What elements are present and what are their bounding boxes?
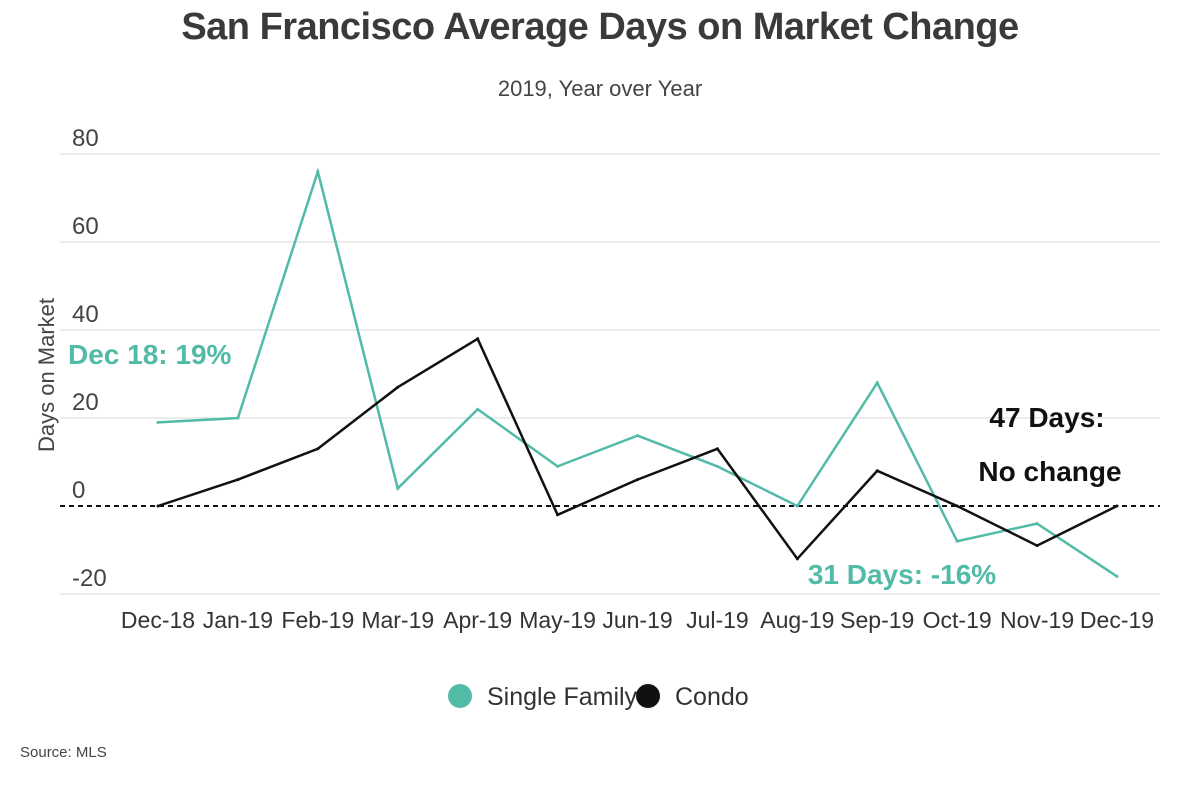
x-tick-label: Dec-18: [121, 607, 195, 633]
data-point-single-family: [955, 539, 959, 543]
x-tick-label: Nov-19: [1000, 607, 1074, 633]
y-tick-label: 40: [72, 301, 99, 328]
data-point-single-family: [1115, 574, 1119, 578]
x-tick-label: Jan-19: [203, 607, 273, 633]
y-tick-label: 60: [72, 213, 99, 240]
data-point-single-family: [236, 416, 240, 420]
annotation-label: No change: [978, 456, 1121, 487]
legend: Single Family Condo: [448, 683, 749, 711]
annotations: Dec 18: 19% 31 Days: -16% 47 Days: No chang…: [68, 339, 1122, 590]
chart-title: San Francisco Average Days on Market Cha…: [181, 6, 1019, 48]
data-point-single-family: [715, 464, 719, 468]
annotation-label: Dec 18: 19%: [68, 339, 232, 370]
x-axis-ticks: Dec-18 Jan-19 Feb-19 Mar-19 Apr-19 May-19 Jun-…: [121, 607, 1154, 633]
legend-marker: [448, 684, 472, 708]
chart-subtitle: 2019, Year over Year: [497, 76, 703, 101]
grid-lines: [60, 153, 1160, 595]
x-tick-label: Apr-19: [443, 607, 512, 633]
x-tick-label: Mar-19: [361, 607, 434, 633]
data-point-single-family: [476, 407, 480, 411]
y-tick-label: 0: [72, 477, 85, 504]
x-tick-label: Feb-19: [281, 607, 354, 633]
x-tick-label: Sep-19: [840, 607, 914, 633]
annotation-label: 47 Days:: [989, 402, 1104, 433]
y-tick-label: -20: [72, 565, 107, 592]
data-point-single-family: [636, 434, 639, 438]
data-point-condo: [316, 447, 320, 451]
data-point-condo: [1115, 504, 1119, 508]
legend-label: Single Family: [487, 683, 638, 711]
series-lines: [156, 167, 1119, 578]
x-tick-label: May-19: [519, 607, 596, 633]
data-point-condo: [476, 337, 480, 341]
data-point-single-family: [156, 420, 160, 424]
legend-marker: [636, 684, 660, 708]
data-point-single-family: [1035, 522, 1039, 526]
legend-label: Condo: [675, 683, 749, 711]
data-point-single-family: [795, 504, 799, 508]
series-line-single-family: [157, 167, 1118, 578]
data-point-condo: [156, 504, 160, 508]
data-point-single-family: [396, 486, 400, 490]
x-tick-label: Aug-19: [760, 607, 834, 633]
y-axis-ticks: 80 60 40 20 0 -20: [72, 125, 107, 592]
y-tick-label: 80: [72, 125, 99, 152]
data-point-condo: [236, 478, 240, 482]
data-point-condo: [396, 385, 400, 389]
y-tick-label: 20: [72, 389, 99, 416]
data-point-condo: [795, 557, 799, 561]
data-point-condo: [556, 513, 560, 517]
y-axis-label: Days on Market: [34, 298, 59, 452]
data-point-condo: [636, 478, 639, 482]
data-point-single-family: [556, 464, 560, 468]
x-tick-label: Oct-19: [923, 607, 992, 633]
data-point-single-family: [316, 170, 320, 174]
annotation-label: 31 Days: -16%: [808, 559, 996, 590]
x-tick-label: Jul-19: [686, 607, 749, 633]
x-tick-label: Jun-19: [602, 607, 672, 633]
data-point-condo: [1035, 544, 1039, 548]
x-tick-label: Dec-19: [1080, 607, 1154, 633]
data-point-condo: [715, 447, 719, 451]
data-point-single-family: [875, 381, 879, 385]
data-point-condo: [875, 469, 879, 473]
source-note: Source: MLS: [20, 744, 107, 761]
series-line-condo: [157, 337, 1118, 561]
data-point-condo: [955, 504, 959, 508]
